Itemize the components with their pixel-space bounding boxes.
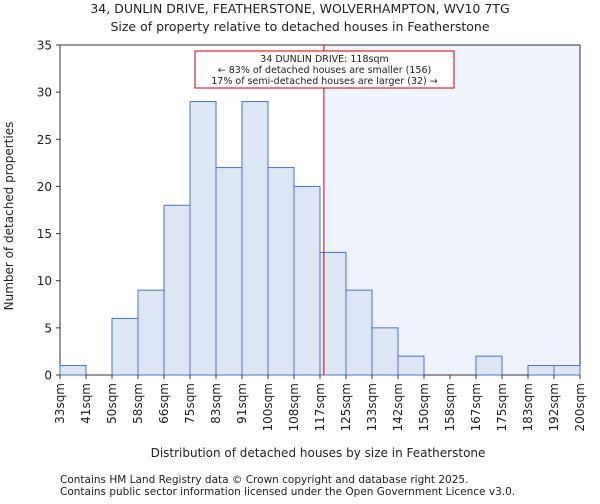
y-tick-label-0: 0 bbox=[44, 369, 52, 383]
x-tick-label-117sqm: 117sqm bbox=[313, 383, 327, 431]
y-tick-label-30: 30 bbox=[37, 86, 52, 100]
chart-title-line1: 34, DUNLIN DRIVE, FEATHERSTONE, WOLVERHA… bbox=[90, 1, 509, 16]
x-tick-label-125sqm: 125sqm bbox=[339, 383, 353, 431]
y-tick-label-35: 35 bbox=[37, 39, 52, 53]
x-tick-label-41sqm: 41sqm bbox=[79, 383, 93, 424]
x-tick-label-142sqm: 142sqm bbox=[391, 383, 405, 431]
x-tick-label-66sqm: 66sqm bbox=[157, 383, 171, 424]
bar-33sqm bbox=[59, 365, 87, 376]
x-axis-label: Distribution of detached houses by size … bbox=[151, 446, 486, 460]
x-tick-label-100sqm: 100sqm bbox=[261, 383, 275, 431]
bar-192sqm bbox=[553, 365, 581, 376]
x-tick-label-33sqm: 33sqm bbox=[53, 383, 67, 424]
bar-66sqm bbox=[163, 204, 191, 376]
annotation-line-1: 34 DUNLIN DRIVE: 118sqm bbox=[260, 54, 389, 65]
bar-108sqm bbox=[293, 185, 321, 376]
bar-167sqm bbox=[475, 355, 503, 376]
bar-125sqm bbox=[345, 289, 373, 376]
x-tick-label-167sqm: 167sqm bbox=[469, 383, 483, 431]
y-tick-label-20: 20 bbox=[37, 180, 52, 194]
x-tick-label-75sqm: 75sqm bbox=[183, 383, 197, 424]
y-tick-label-15: 15 bbox=[37, 227, 52, 241]
x-tick-label-175sqm: 175sqm bbox=[495, 383, 509, 431]
bar-91sqm bbox=[241, 101, 269, 376]
x-tick-label-200sqm: 200sqm bbox=[573, 383, 587, 431]
bar-183sqm bbox=[527, 365, 555, 376]
annotation-box bbox=[194, 50, 455, 89]
x-tick-label-183sqm: 183sqm bbox=[521, 383, 535, 431]
x-tick-label-50sqm: 50sqm bbox=[105, 383, 119, 424]
y-tick-label-25: 25 bbox=[37, 133, 52, 147]
annotation-line-3: 17% of semi-detached houses are larger (… bbox=[211, 76, 438, 87]
bar-50sqm bbox=[111, 317, 139, 376]
bar-133sqm bbox=[371, 327, 399, 376]
bar-75sqm bbox=[189, 101, 217, 376]
x-tick-label-158sqm: 158sqm bbox=[443, 383, 457, 431]
bar-142sqm bbox=[397, 355, 425, 376]
bar-83sqm bbox=[215, 167, 243, 376]
x-tick-label-133sqm: 133sqm bbox=[365, 383, 379, 431]
x-tick-label-91sqm: 91sqm bbox=[235, 383, 249, 424]
x-tick-label-150sqm: 150sqm bbox=[417, 383, 431, 431]
x-tick-label-83sqm: 83sqm bbox=[209, 383, 223, 424]
x-tick-label-108sqm: 108sqm bbox=[287, 383, 301, 431]
plot-area: 0 5 10 15 20 25 30 35 33sqm 41sqm 50sqm 58sqm 66sqm 7… bbox=[37, 39, 587, 432]
y-tick-label-5: 5 bbox=[44, 321, 52, 335]
x-tick-label-58sqm: 58sqm bbox=[131, 383, 145, 424]
footer-line2: Contains public sector information licen… bbox=[60, 486, 515, 498]
annotation-line-2: ← 83% of detached houses are smaller (15… bbox=[218, 65, 431, 76]
x-tick-label-192sqm: 192sqm bbox=[547, 383, 561, 431]
y-axis-label: Number of detached properties bbox=[2, 122, 16, 311]
footer-line1: Contains HM Land Registry data © Crown c… bbox=[60, 474, 468, 486]
bar-58sqm bbox=[137, 289, 165, 376]
y-tick-label-10: 10 bbox=[37, 274, 52, 288]
bar-100sqm bbox=[267, 167, 295, 376]
chart-title-line2: Size of property relative to detached ho… bbox=[110, 19, 489, 34]
